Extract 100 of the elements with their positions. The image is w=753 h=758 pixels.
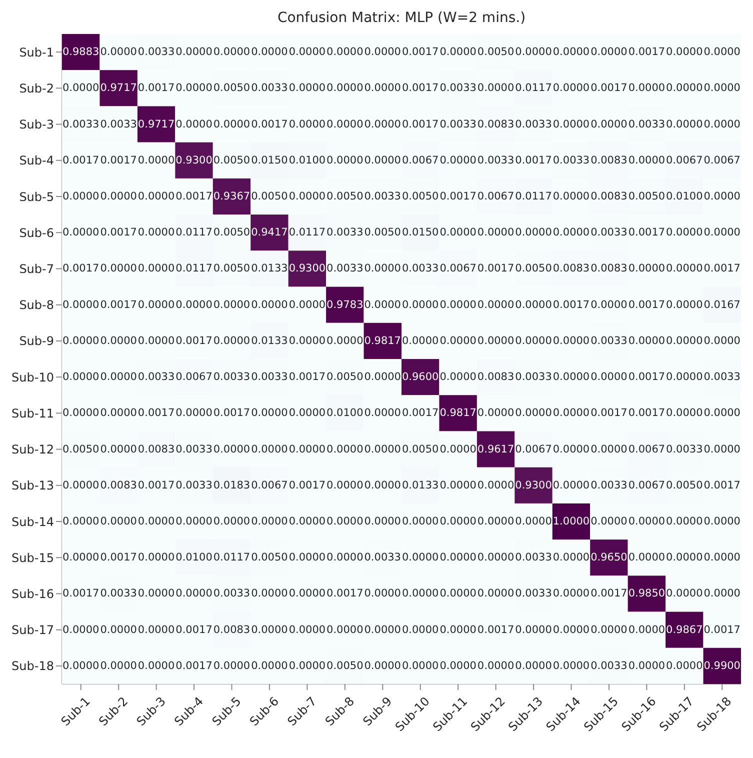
data-label: 0.0000 xyxy=(440,46,476,58)
data-label: 0.0033 xyxy=(552,154,590,166)
data-label: 0.0000 xyxy=(440,371,476,384)
data-label: 0.0033 xyxy=(364,552,402,564)
data-label: 0.0000 xyxy=(364,298,402,311)
data-label: 0.0133 xyxy=(251,262,288,275)
data-label: 0.0167 xyxy=(704,298,741,311)
data-label: 0.0000 xyxy=(402,660,439,672)
data-label: 0.0033 xyxy=(666,443,703,456)
data-label: 0.0000 xyxy=(704,552,741,564)
data-label: 0.0033 xyxy=(138,371,175,384)
data-label: 0.0000 xyxy=(704,443,741,456)
data-label: 0.0000 xyxy=(364,516,402,528)
data-label: 0.0000 xyxy=(176,46,212,58)
data-label: 0.0000 xyxy=(552,226,590,239)
data-label: 0.0000 xyxy=(138,226,175,239)
data-label: 0.0083 xyxy=(213,624,250,636)
data-label: 0.0000 xyxy=(364,46,402,58)
data-label: 0.0000 xyxy=(326,154,364,166)
data-label: 0.0017 xyxy=(288,371,326,384)
data-label: 0.0000 xyxy=(440,660,476,672)
data-label: 0.0033 xyxy=(704,371,741,384)
data-label: 0.0000 xyxy=(326,624,364,636)
data-label: 0.0000 xyxy=(138,516,175,528)
data-label: 0.0000 xyxy=(364,588,402,600)
data-label: 0.0017 xyxy=(402,118,439,130)
data-label: 0.0000 xyxy=(288,82,326,94)
y-tick-label: Sub-14 xyxy=(12,514,54,529)
data-label: 0.0000 xyxy=(364,371,402,384)
data-label: 0.0000 xyxy=(213,298,250,311)
data-label: 0.0050 xyxy=(477,46,514,58)
data-label: 0.0050 xyxy=(628,190,666,202)
y-tick-label: Sub-1 xyxy=(19,45,54,60)
data-label: 0.0000 xyxy=(552,660,590,672)
data-label: 0.0000 xyxy=(100,660,137,672)
data-label: 0.0000 xyxy=(402,298,439,311)
data-label: 0.0000 xyxy=(440,516,476,528)
data-label: 0.0050 xyxy=(326,190,364,202)
data-label: 0.9300 xyxy=(176,154,212,166)
data-label: 0.0050 xyxy=(62,443,100,456)
data-label: 0.0000 xyxy=(62,82,100,94)
data-label: 0.0017 xyxy=(628,46,666,58)
data-label: 0.0000 xyxy=(628,262,666,275)
data-label: 0.0000 xyxy=(552,624,590,636)
data-label: 0.0000 xyxy=(326,443,364,456)
data-label: 0.0000 xyxy=(62,624,100,636)
data-label: 0.0000 xyxy=(213,443,250,456)
data-label: 0.0000 xyxy=(666,334,703,347)
data-label: 0.0000 xyxy=(326,82,364,94)
data-label: 0.0067 xyxy=(176,371,212,384)
data-label: 0.0000 xyxy=(628,660,666,672)
data-label: 0.0000 xyxy=(477,479,514,492)
data-label: 0.0033 xyxy=(138,46,175,58)
data-label: 0.0000 xyxy=(288,516,326,528)
data-label: 0.0000 xyxy=(440,443,476,456)
y-tick-label: Sub-17 xyxy=(12,623,54,638)
data-label: 0.0000 xyxy=(364,154,402,166)
data-label: 0.0000 xyxy=(251,660,288,672)
data-label: 0.0000 xyxy=(251,588,288,600)
data-label: 0.0000 xyxy=(552,371,590,384)
data-label: 0.0000 xyxy=(251,298,288,311)
y-tick-label: Sub-6 xyxy=(19,226,54,240)
data-label: 0.0000 xyxy=(440,334,476,347)
data-label: 0.0000 xyxy=(590,624,628,636)
data-label: 0.0000 xyxy=(477,552,514,564)
data-label: 0.9300 xyxy=(288,262,326,275)
data-label: 0.0000 xyxy=(552,407,590,420)
y-tick-label: Sub-4 xyxy=(19,154,54,168)
data-label: 0.0017 xyxy=(100,552,137,564)
data-label: 0.0000 xyxy=(213,334,250,347)
data-label: 0.0033 xyxy=(590,479,628,492)
data-label: 0.0050 xyxy=(402,190,439,202)
data-label: 0.0150 xyxy=(251,154,288,166)
data-label: 0.0017 xyxy=(213,407,250,420)
data-label: 0.0033 xyxy=(590,226,628,239)
data-label: 0.0000 xyxy=(666,371,703,384)
data-label: 0.0067 xyxy=(440,262,476,275)
data-label: 0.0050 xyxy=(364,226,402,239)
data-label: 0.0000 xyxy=(628,552,666,564)
data-label: 0.0033 xyxy=(628,118,666,130)
data-label: 0.0017 xyxy=(628,371,666,384)
data-label: 0.0000 xyxy=(666,407,703,420)
data-label: 0.0000 xyxy=(704,407,741,420)
data-label: 0.0000 xyxy=(62,516,100,528)
data-label: 0.0033 xyxy=(515,371,552,384)
data-label: 0.0000 xyxy=(666,660,703,672)
data-label: 0.0000 xyxy=(666,588,703,600)
data-label: 0.0000 xyxy=(440,226,476,239)
data-label: 0.0000 xyxy=(100,46,137,58)
data-label: 0.0000 xyxy=(628,154,666,166)
data-label: 0.0000 xyxy=(288,552,326,564)
data-label: 0.0000 xyxy=(326,516,364,528)
data-label: 0.0000 xyxy=(440,552,476,564)
data-label: 0.0000 xyxy=(100,262,137,275)
data-label: 0.0000 xyxy=(590,298,628,311)
data-label: 0.9300 xyxy=(515,479,552,492)
data-label: 0.0000 xyxy=(590,443,628,456)
data-label: 0.0100 xyxy=(666,190,703,202)
data-label: 0.0000 xyxy=(704,190,741,202)
data-label: 0.0000 xyxy=(62,552,100,564)
